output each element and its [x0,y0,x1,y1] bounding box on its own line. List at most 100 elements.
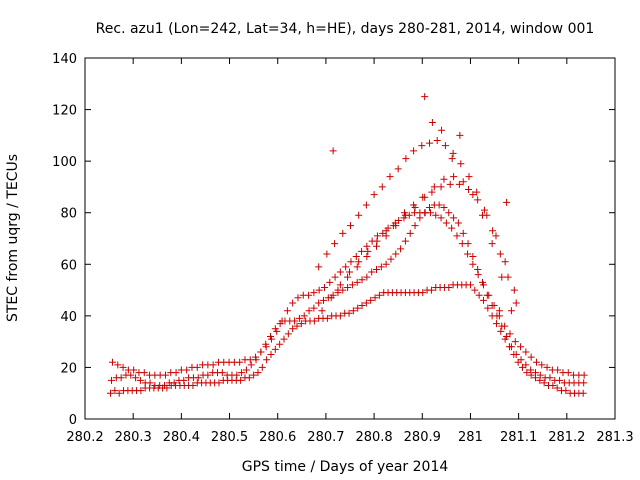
y-tick-label: 60 [60,258,77,273]
data-point [474,271,482,279]
data-point [426,209,434,217]
data-point [273,327,281,335]
data-point [193,363,201,371]
x-axis-label: GPS time / Days of year 2014 [242,459,449,475]
data-point [310,317,318,325]
data-point [352,253,360,261]
data-point [512,299,520,307]
data-point [242,366,250,374]
data-point [310,289,318,297]
data-point [344,283,352,291]
data-point [323,314,331,322]
data-point [492,320,500,328]
data-point [382,260,390,268]
data-point [373,242,380,250]
data-point [238,369,246,377]
data-point [348,281,356,289]
data-point [117,374,125,382]
data-point [276,340,284,348]
data-point [469,260,477,268]
data-point [267,351,275,359]
data-point [114,361,122,369]
data-point [421,93,429,101]
data-point [562,387,570,395]
data-point [466,281,474,289]
data-point [580,371,588,379]
data-point [387,255,395,263]
data-point [236,358,244,366]
data-point [315,299,323,307]
data-point [204,371,212,379]
data-point [233,371,241,379]
data-point [556,376,564,384]
data-point [397,245,405,253]
data-point [180,376,188,384]
y-axis: 0 20 40 60 80 100 120 140 [52,52,615,428]
x-tick-label: 280.5 [211,430,248,445]
data-point [136,376,144,384]
data-point [498,273,506,281]
data-point [430,183,438,191]
x-tick-label: 281.3 [596,430,633,445]
data-point [246,356,254,364]
data-point [479,211,486,219]
x-tick-label: 280.7 [307,430,344,445]
data-point [440,175,448,183]
data-point [418,142,426,150]
data-point [108,376,115,384]
data-point [345,309,353,317]
data-point [289,325,297,333]
data-point [107,389,115,397]
x-tick-label: 281.2 [548,430,585,445]
data-point [336,281,344,289]
data-point [433,137,441,145]
data-point [323,250,331,258]
y-axis-label: STEC from uqrg / TECUs [5,154,21,322]
data-point [527,366,535,374]
data-point [427,286,435,294]
data-point [511,338,519,346]
data-point [353,278,361,286]
data-point [441,142,449,150]
data-point [522,361,530,369]
data-point [450,214,458,222]
data-point [442,219,450,227]
y-tick-label: 100 [52,155,77,170]
data-point [336,268,344,276]
data-point [445,209,453,217]
data-point [454,219,462,227]
data-point [331,273,339,281]
data-point [146,379,154,387]
y-tick-label: 80 [60,207,77,222]
data-point [271,345,279,353]
data-point [402,155,410,163]
data-point [448,155,456,163]
data-point [161,381,168,389]
data-point [254,369,262,377]
data-point [440,204,448,212]
x-tick-label: 280.2 [66,430,103,445]
data-point [401,211,409,219]
data-point [250,371,258,379]
data-point [495,307,503,315]
x-tick-label: 280.9 [404,430,441,445]
data-point [450,173,458,181]
data-point [378,183,386,191]
data-point [127,371,135,379]
data-point [130,366,138,374]
data-point [459,229,467,237]
data-point [392,222,400,230]
data-point [320,296,327,304]
data-point [459,178,467,186]
data-point [532,358,540,366]
data-point [580,379,588,387]
data-point [318,307,326,315]
data-point [300,312,308,320]
data-point [310,304,318,312]
data-point [455,180,463,188]
data-point [437,214,445,222]
data-point [517,356,525,364]
data-point [368,268,376,276]
data-point [363,253,371,261]
data-point [363,273,371,281]
